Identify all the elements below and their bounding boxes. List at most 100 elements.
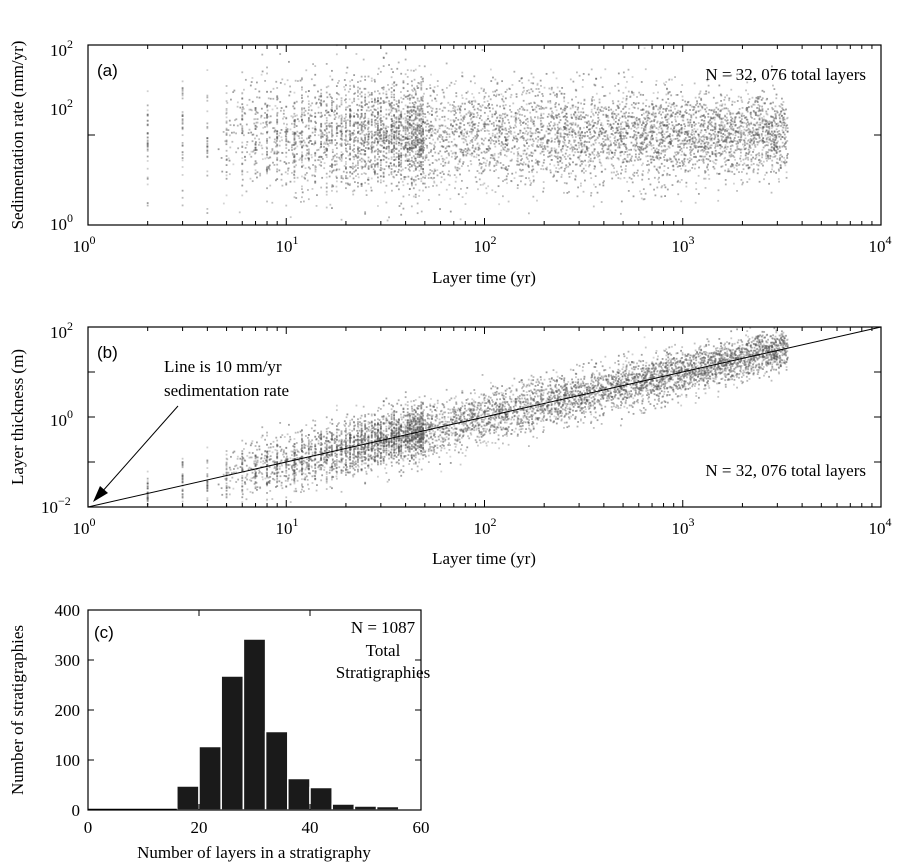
panel-a-point [477, 130, 479, 132]
panel-a-point [542, 136, 545, 139]
panel-a-point [673, 125, 676, 128]
panel-a-point [678, 139, 681, 142]
panel-a-point [410, 145, 413, 148]
panel-a-point [478, 92, 481, 94]
panel-a-point [443, 131, 446, 134]
panel-a-point [472, 100, 475, 102]
panel-a-point [379, 129, 382, 132]
panel-a-point [299, 132, 302, 135]
panel-a-point [345, 108, 347, 111]
panel-a-point [411, 146, 413, 149]
panel-a-point [561, 111, 564, 114]
panel-a-point [416, 107, 419, 110]
panel-a-point [443, 158, 446, 161]
panel-a-point [258, 90, 261, 93]
panel-a-point [775, 145, 777, 147]
panel-a-point [481, 138, 483, 141]
panel-a-point [473, 126, 476, 129]
panel-a-point [719, 152, 722, 155]
panel-a-point [550, 149, 553, 152]
panel-a-point [375, 131, 378, 133]
panel-a-point [459, 132, 462, 134]
panel-a-point [563, 126, 565, 128]
panel-a-point [601, 106, 603, 109]
panel-a-point [610, 108, 613, 111]
panel-a-point [771, 125, 774, 128]
panel-a-point [345, 135, 347, 138]
panel-a-point [783, 109, 786, 112]
panel-a-point [382, 175, 385, 177]
panel-a-point [241, 173, 244, 176]
panel-a-point [450, 150, 453, 152]
panel-a-point [768, 138, 770, 141]
panel-a-point [320, 136, 323, 139]
panel-a-point [420, 134, 423, 137]
panel-a-point [365, 194, 368, 196]
panel-a-point [357, 176, 360, 179]
panel-a-point [347, 183, 350, 186]
panel-a-point [369, 131, 372, 133]
panel-a-point [703, 149, 706, 152]
panel-a-point [632, 144, 635, 147]
panel-a-point [522, 163, 524, 166]
panel-a-point [406, 182, 409, 185]
panel-a-point [527, 79, 530, 82]
panel-a-point [643, 129, 645, 132]
panel-a-point [593, 104, 596, 107]
panel-a-point [620, 200, 623, 203]
panel-a-point [443, 96, 446, 99]
panel-a-point [751, 131, 754, 134]
panel-a-point [752, 137, 755, 140]
panel-a-point [713, 161, 715, 164]
panel-a-point [304, 177, 307, 180]
panel-a-point [620, 134, 623, 137]
panel-a-point [414, 113, 417, 116]
panel-a-point [320, 114, 323, 117]
panel-a-point [401, 180, 404, 183]
panel-a-point [181, 86, 184, 89]
panel-a-point [532, 109, 534, 112]
panel-a-point [715, 133, 718, 136]
panel-a-point [540, 141, 542, 144]
panel-a-point [714, 122, 717, 125]
panel-a-point [718, 140, 721, 142]
panel-a-point [749, 130, 752, 133]
panel-a-point [554, 170, 557, 173]
panel-a-point [461, 97, 464, 99]
panel-a-point [732, 133, 734, 136]
panel-a-point [607, 157, 610, 160]
panel-a-point [463, 149, 465, 152]
panel-a-point [519, 162, 522, 165]
panel-a-point [373, 169, 376, 172]
panel-a-point [691, 129, 694, 132]
panel-a-point [473, 150, 475, 152]
panel-a-point [714, 153, 717, 156]
panel-a-point [735, 130, 738, 133]
panel-a-point [360, 183, 363, 186]
panel-a-point [378, 168, 381, 171]
panel-a-point [420, 165, 423, 168]
panel-a-point [471, 125, 474, 128]
panel-a-point [402, 207, 405, 210]
panel-a-point [733, 119, 736, 122]
panel-a-point [323, 146, 325, 148]
panel-a-point [659, 141, 662, 144]
panel-a-point [765, 155, 768, 157]
panel-a-point [601, 127, 603, 130]
panel-a-point [541, 150, 544, 153]
panel-a-point [268, 168, 271, 171]
panel-a-point [509, 125, 511, 128]
panel-a-point [775, 135, 778, 138]
panel-a-point [776, 148, 779, 150]
panel-a-point [652, 144, 655, 147]
panel-a-point [325, 111, 328, 114]
panel-a-point [403, 94, 406, 97]
panel-a-point [505, 129, 508, 132]
panel-a-point [293, 148, 296, 151]
panel-a-point [476, 153, 478, 156]
panel-a-point [314, 165, 317, 167]
panel-a-point [357, 89, 359, 92]
panel-a-point [758, 161, 761, 164]
panel-a-point [359, 80, 362, 83]
panel-a-point [661, 136, 664, 139]
